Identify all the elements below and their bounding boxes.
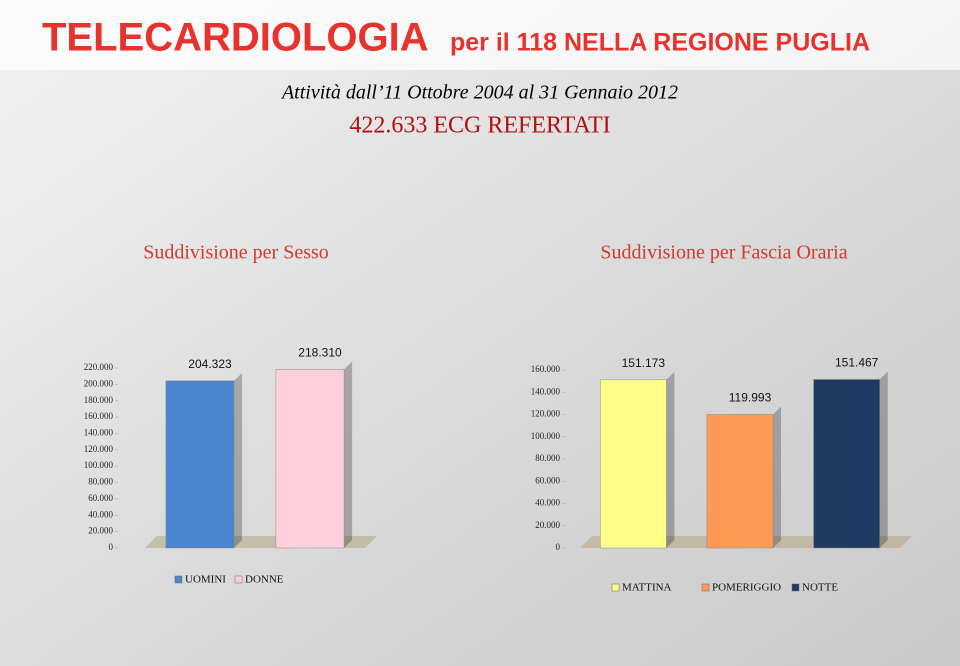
y-tick-label: 0 [556, 542, 561, 552]
chart-title: Suddivisione per Sesso [143, 242, 329, 264]
value-label: 204.323 [188, 357, 232, 371]
bar [275, 369, 345, 549]
bar [165, 380, 235, 549]
y-tick-label: 60.000 [535, 475, 560, 485]
legend-swatch [611, 583, 620, 592]
y-tick-label: 40.000 [88, 509, 113, 519]
legend-swatch [174, 575, 183, 584]
legend-label: MATTINA [622, 582, 672, 594]
y-tick-label: 80.000 [535, 453, 560, 463]
y-tick-label: 160.000 [531, 364, 561, 374]
y-tick-label: 120.000 [84, 444, 114, 454]
y-tick-label: 220.000 [84, 362, 114, 372]
value-label: 119.993 [729, 391, 772, 405]
y-tick-label: 20.000 [535, 520, 560, 530]
legend-swatch [701, 583, 710, 592]
title-suffix: per il 118 NELLA REGIONE PUGLIA [450, 29, 870, 57]
y-tick-label: 80.000 [88, 477, 113, 487]
value-label: 151.173 [622, 356, 666, 370]
y-tick-label: 0 [109, 542, 114, 552]
y-tick-label: 100.000 [531, 431, 561, 441]
bar-side [879, 371, 888, 548]
y-tick-label: 200.000 [84, 378, 114, 388]
y-tick-label: 60.000 [88, 493, 113, 503]
bar-side [773, 406, 782, 548]
legend-label: DONNE [245, 574, 284, 586]
y-tick-label: 40.000 [535, 498, 560, 508]
y-tick-label: 140.000 [84, 428, 114, 438]
bar [600, 379, 667, 549]
bar [813, 379, 880, 549]
value-label: 151.467 [835, 356, 879, 370]
value-label: 218.310 [298, 346, 342, 360]
chart-title: Suddivisione per Fascia Oraria [600, 242, 847, 264]
bar-side [344, 361, 353, 548]
legend-swatch [234, 575, 243, 584]
bar-side [666, 371, 675, 548]
y-tick-label: 100.000 [84, 460, 114, 470]
y-tick-label: 120.000 [531, 409, 561, 419]
legend-swatch [791, 583, 800, 592]
title-band [0, 0, 960, 70]
y-tick-label: 20.000 [88, 526, 113, 536]
bar [706, 414, 774, 549]
legend-label: UOMINI [185, 574, 226, 586]
total: 422.633 ECG REFERTATI [349, 113, 610, 139]
legend-label: POMERIGGIO [712, 582, 781, 594]
y-tick-label: 180.000 [84, 395, 114, 405]
period: Attività dall’11 Ottobre 2004 al 31 Genn… [280, 82, 678, 104]
legend-label: NOTTE [802, 582, 838, 594]
bar-side [234, 372, 243, 548]
y-tick-label: 140.000 [531, 386, 561, 396]
title: TELECARDIOLOGIA [42, 16, 429, 60]
y-tick-label: 160.000 [84, 411, 114, 421]
